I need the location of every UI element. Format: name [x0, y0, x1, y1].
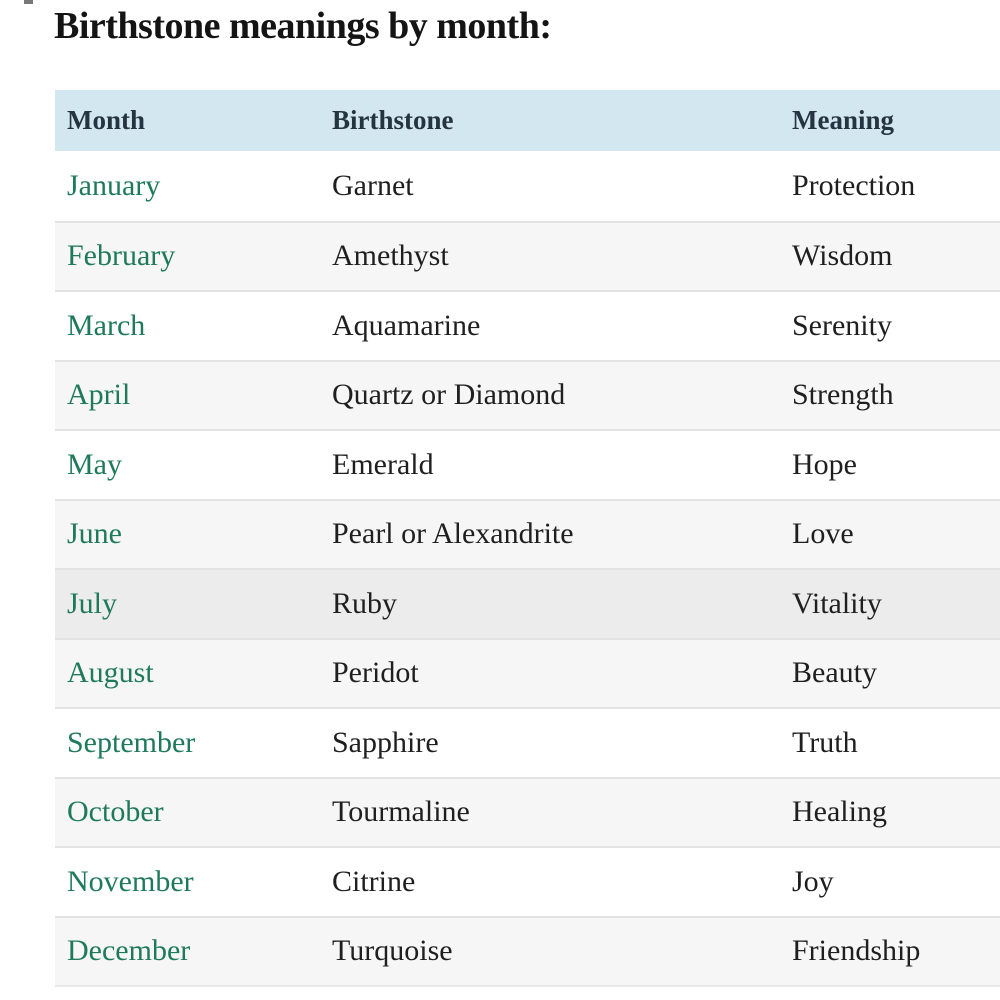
month-link[interactable]: November — [67, 864, 194, 898]
table-row: February Amethyst Wisdom — [55, 220, 1000, 290]
table-row: April Quartz or Diamond Strength — [55, 359, 1000, 429]
table-row: September Sapphire Truth — [55, 707, 1000, 777]
table-row: May Emerald Hope — [55, 429, 1000, 499]
table-header-row: Month Birthstone Meaning — [55, 90, 1000, 151]
cropped-glyph-artifact — [24, 0, 33, 4]
birthstone-cell: Garnet — [332, 168, 414, 202]
page-title: Birthstone meanings by month: — [54, 5, 552, 47]
month-link[interactable]: April — [67, 378, 131, 412]
column-header-meaning: Meaning — [792, 105, 895, 135]
month-link[interactable]: October — [67, 795, 164, 829]
month-link[interactable]: March — [67, 308, 146, 342]
month-link[interactable]: September — [67, 725, 196, 759]
birthstone-table: Month Birthstone Meaning January Garnet … — [55, 90, 1000, 987]
birthstone-cell: Quartz or Diamond — [332, 378, 566, 412]
meaning-cell: Wisdom — [792, 239, 893, 273]
meaning-cell: Serenity — [792, 308, 892, 342]
birthstone-cell: Aquamarine — [332, 308, 481, 342]
birthstone-cell: Turquoise — [332, 934, 453, 968]
month-link[interactable]: December — [67, 934, 191, 968]
table-row: January Garnet Protection — [55, 151, 1000, 221]
meaning-cell: Beauty — [792, 656, 877, 690]
table-row: June Pearl or Alexandrite Love — [55, 498, 1000, 568]
meaning-cell: Protection — [792, 168, 916, 202]
table-row: July Ruby Vitality — [55, 568, 1000, 638]
birthstone-cell: Sapphire — [332, 725, 439, 759]
birthstone-cell: Pearl or Alexandrite — [332, 517, 574, 551]
table-row: August Peridot Beauty — [55, 637, 1000, 707]
month-link[interactable]: July — [67, 586, 118, 620]
birthstone-cell: Tourmaline — [332, 795, 470, 829]
table-row: October Tourmaline Healing — [55, 776, 1000, 846]
column-header-birthstone: Birthstone — [332, 105, 454, 135]
month-link[interactable]: May — [67, 447, 122, 481]
meaning-cell: Friendship — [792, 934, 921, 968]
table-row: December Turquoise Friendship — [55, 915, 1000, 985]
birthstone-cell: Amethyst — [332, 239, 449, 273]
meaning-cell: Truth — [792, 725, 858, 759]
birthstone-cell: Emerald — [332, 447, 434, 481]
table-row: November Citrine Joy — [55, 846, 1000, 916]
meaning-cell: Vitality — [792, 586, 882, 620]
table-row: March Aquamarine Serenity — [55, 290, 1000, 360]
month-link[interactable]: August — [67, 656, 154, 690]
month-link[interactable]: January — [67, 168, 161, 202]
birthstone-cell: Peridot — [332, 656, 419, 690]
meaning-cell: Healing — [792, 795, 887, 829]
table-body: January Garnet Protection February Ameth… — [55, 151, 1000, 987]
birthstone-cell: Citrine — [332, 864, 416, 898]
meaning-cell: Love — [792, 517, 854, 551]
meaning-cell: Strength — [792, 378, 894, 412]
birthstone-cell: Ruby — [332, 586, 398, 620]
month-link[interactable]: June — [67, 517, 122, 551]
column-header-month: Month — [67, 105, 146, 135]
month-link[interactable]: February — [67, 239, 176, 273]
meaning-cell: Hope — [792, 447, 857, 481]
meaning-cell: Joy — [792, 864, 834, 898]
